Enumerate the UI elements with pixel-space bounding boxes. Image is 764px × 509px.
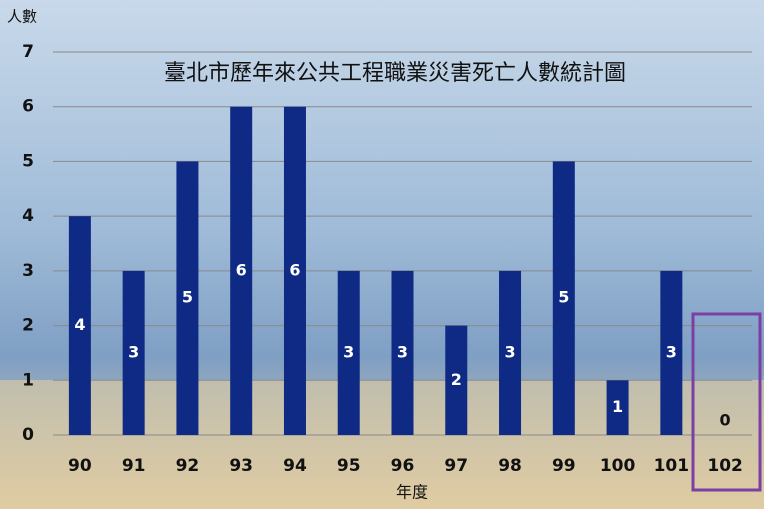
y-tick-label: 0	[22, 425, 34, 445]
bar	[176, 161, 199, 435]
x-tick-label: 98	[498, 456, 522, 476]
ground	[0, 380, 764, 509]
y-tick-label: 7	[22, 42, 34, 62]
y-tick-label: 3	[22, 261, 34, 281]
value-label: 3	[343, 342, 354, 361]
x-tick-label: 90	[68, 456, 92, 476]
value-label: 4	[74, 315, 85, 334]
x-tick-label: 93	[229, 456, 253, 476]
x-tick-label: 101	[654, 456, 690, 476]
bar	[391, 270, 414, 435]
value-label: 5	[558, 288, 569, 307]
bar	[499, 270, 522, 435]
value-label: 3	[504, 342, 515, 361]
x-tick-label: 99	[552, 456, 576, 476]
x-tick-label: 92	[176, 456, 200, 476]
value-label: 3	[128, 342, 139, 361]
x-tick-label: 95	[337, 456, 361, 476]
x-tick-label: 100	[600, 456, 636, 476]
y-tick-label: 5	[22, 151, 34, 171]
value-label: 0	[720, 411, 731, 430]
bar	[445, 325, 468, 435]
chart-title: 臺北市歷年來公共工程職業災害死亡人數統計圖	[164, 61, 626, 86]
value-label: 1	[612, 397, 623, 416]
x-tick-label: 94	[283, 456, 307, 476]
bar	[283, 106, 306, 435]
bar	[660, 270, 683, 435]
bar	[122, 270, 145, 435]
highlight-box	[691, 312, 762, 492]
x-tick-label: 96	[391, 456, 415, 476]
x-tick-label: 91	[122, 456, 146, 476]
bar	[606, 380, 629, 435]
y-tick-label: 6	[22, 97, 34, 117]
x-axis-label: 年度	[396, 483, 428, 502]
y-tick-label: 2	[22, 316, 34, 336]
y-tick-label: 4	[22, 206, 34, 226]
bar	[68, 216, 91, 435]
y-tick-label: 1	[22, 370, 34, 390]
value-label: 3	[397, 342, 408, 361]
x-tick-label: 102	[707, 456, 743, 476]
value-label: 3	[666, 342, 677, 361]
x-tick-label: 97	[444, 456, 468, 476]
value-label: 6	[289, 260, 300, 279]
bar	[337, 270, 360, 435]
bar	[230, 106, 253, 435]
bar	[552, 161, 575, 435]
value-label: 5	[182, 288, 193, 307]
value-label: 6	[236, 260, 247, 279]
y-axis-label: 人數	[7, 8, 37, 26]
value-label: 2	[451, 370, 462, 389]
